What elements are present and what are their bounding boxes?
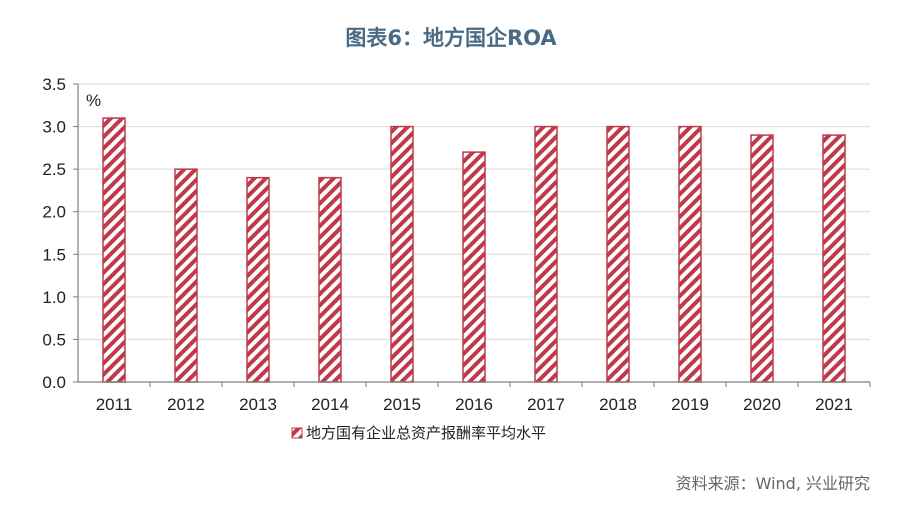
x-tick-label: 2011 (96, 395, 133, 414)
y-tick-label: 1.0 (42, 288, 66, 307)
x-tick-label: 2014 (311, 395, 349, 414)
x-tick-label: 2021 (815, 395, 853, 414)
x-tick-label: 2015 (383, 395, 421, 414)
y-tick-label: 0.0 (42, 373, 66, 392)
x-tick-label: 2016 (455, 395, 493, 414)
bar-2016 (462, 151, 486, 383)
x-tick-label: 2020 (743, 395, 781, 414)
bar-2019 (678, 125, 702, 383)
source-note: 资料来源：Wind, 兴业研究 (675, 474, 870, 493)
y-tick-label: 1.5 (42, 245, 66, 264)
legend-swatch (291, 427, 303, 439)
x-tick-labels: 2011 2012 2013 2014 2015 2016 2017 2018 2019 2020… (96, 395, 853, 414)
y-tick-label: 2.0 (42, 203, 66, 222)
y-tick-label: 3.5 (42, 75, 66, 94)
legend-label: 地方国有企业总资产报酬率平均水平 (306, 424, 546, 442)
x-tick-label: 2013 (239, 395, 277, 414)
bars (102, 117, 846, 383)
bar-2011 (102, 117, 126, 383)
bar-2017 (534, 125, 558, 383)
bar-2014 (318, 176, 342, 383)
bar-2013 (246, 176, 270, 383)
y-tick-label: 0.5 (42, 330, 66, 349)
bar-2020 (750, 134, 774, 383)
x-tick-label: 2019 (671, 395, 709, 414)
bar-2012 (174, 168, 198, 383)
x-tick-label: 2012 (167, 395, 205, 414)
y-tick-label: 3.0 (42, 118, 66, 137)
y-unit-label: % (86, 91, 101, 110)
axes (73, 83, 871, 387)
y-tick-label: 2.5 (42, 160, 66, 179)
legend: 地方国有企业总资产报酬率平均水平 (291, 424, 546, 442)
bar-2015 (390, 125, 414, 383)
y-tick-labels: 0.0 0.5 1.0 1.5 2.0 2.5 3.0 3.5 (42, 75, 66, 392)
bar-2021 (822, 134, 846, 383)
chart-title: 图表6：地方国企ROA (345, 26, 557, 50)
bar-2018 (606, 125, 630, 383)
x-tick-label: 2018 (599, 395, 637, 414)
x-tick-label: 2017 (527, 395, 565, 414)
